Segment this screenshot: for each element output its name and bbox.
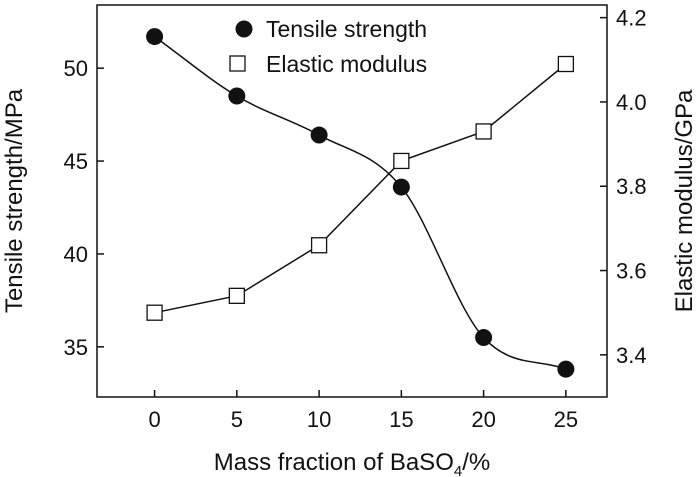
point-tensile-strength-25 <box>557 360 575 378</box>
legend-label-tensile-strength: Tensile strength <box>266 16 427 42</box>
point-tensile-strength-20 <box>475 329 493 347</box>
point-elastic-modulus-5 <box>228 287 245 304</box>
legend-label-elastic-modulus: Elastic modulus <box>266 51 427 77</box>
y-left-tick-label-50: 50 <box>64 56 88 81</box>
point-elastic-modulus-0 <box>146 304 163 321</box>
y-right-tick-label-4.2: 4.2 <box>616 6 647 31</box>
point-tensile-strength-10 <box>310 126 328 144</box>
point-elastic-modulus-10 <box>310 237 328 254</box>
y-left-tick-label-35: 35 <box>64 335 88 360</box>
legend: Tensile strength Elastic modulus <box>229 16 427 77</box>
series-line-elastic-modulus <box>154 63 567 314</box>
y-axis-right-title: Elastic modulus/GPa <box>671 89 698 312</box>
x-axis-title-suffix: /% <box>462 449 490 476</box>
point-tensile-strength-15 <box>392 178 410 196</box>
x-axis-title-subscript: 4 <box>454 463 462 477</box>
series-layer <box>146 28 575 378</box>
y-axis-left-title: Tensile strength/MPa <box>1 88 28 313</box>
plot-frame <box>96 4 608 398</box>
y-axis-left: 35 40 45 50 <box>64 56 104 360</box>
x-axis-title: Mass fraction of BaSO4/% <box>214 449 490 477</box>
x-tick-label-15: 15 <box>389 407 413 432</box>
y-right-tick-label-3.8: 3.8 <box>616 174 647 199</box>
x-tick-label-5: 5 <box>231 407 243 432</box>
legend-marker-elastic-modulus <box>229 55 246 72</box>
point-tensile-strength-5 <box>228 87 246 105</box>
legend-marker-tensile-strength <box>235 20 253 38</box>
x-axis: 0 5 10 15 20 25 <box>148 390 578 432</box>
x-tick-label-20: 20 <box>471 407 495 432</box>
point-elastic-modulus-25 <box>557 55 575 73</box>
x-tick-label-0: 0 <box>148 407 160 432</box>
point-tensile-strength-0 <box>146 28 164 46</box>
x-axis-title-main: Mass fraction of BaSO <box>214 449 454 476</box>
y-left-tick-label-40: 40 <box>64 242 88 267</box>
y-left-tick-label-45: 45 <box>64 149 88 174</box>
y-right-tick-label-3.6: 3.6 <box>616 259 647 284</box>
x-tick-label-25: 25 <box>554 407 578 432</box>
y-axis-right: 3.4 3.6 3.8 4.0 4.2 <box>600 6 647 368</box>
y-right-tick-label-3.4: 3.4 <box>616 343 647 368</box>
y-right-tick-label-4.0: 4.0 <box>616 90 647 115</box>
point-elastic-modulus-20 <box>475 123 492 140</box>
x-tick-label-10: 10 <box>307 407 331 432</box>
point-elastic-modulus-15 <box>393 152 410 170</box>
